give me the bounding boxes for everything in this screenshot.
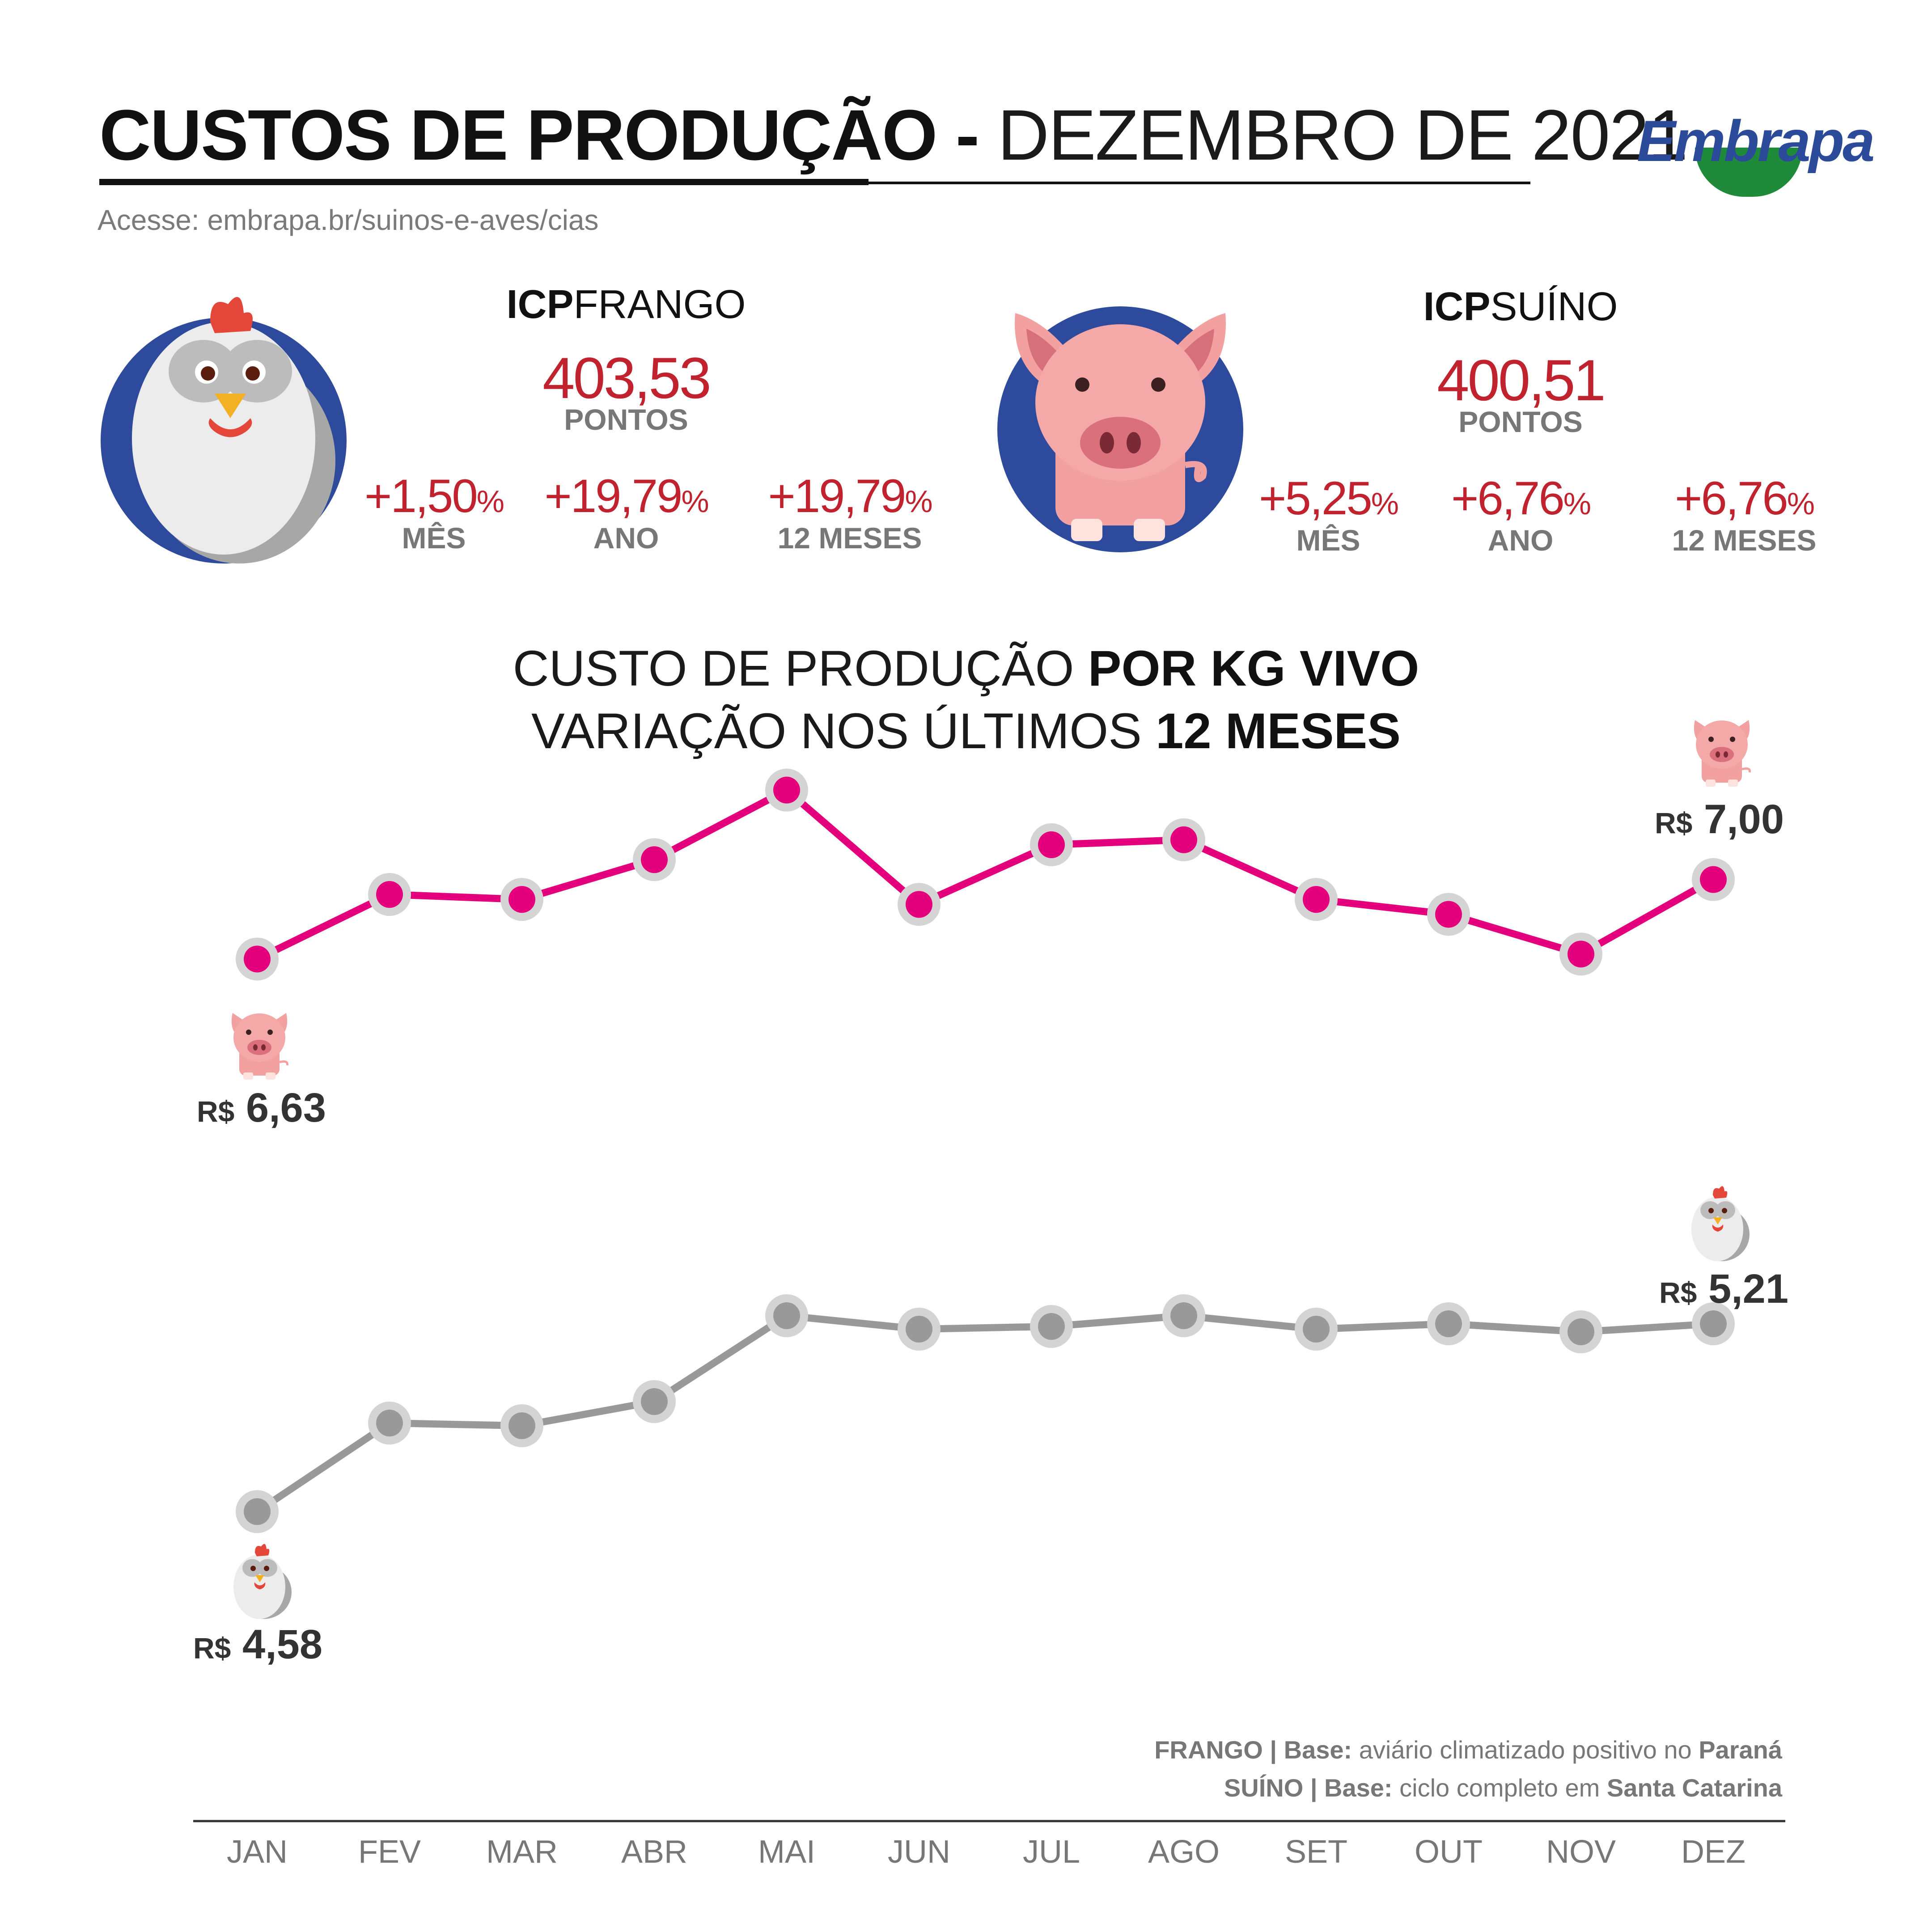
x-tick-mai: MAI xyxy=(758,1834,815,1870)
x-tick-fev: FEV xyxy=(358,1834,421,1870)
suino-ano-label: ANO xyxy=(1487,524,1554,557)
data-point-frango-fev[interactable] xyxy=(368,1402,411,1445)
icp-frango-title: ICPFRANGO xyxy=(506,282,746,327)
icp-frango-value: 403,53 xyxy=(542,345,712,411)
series-line-suino xyxy=(255,786,1715,962)
x-tick-jun: JUN xyxy=(888,1834,950,1870)
title-underline-thin xyxy=(869,182,1530,184)
data-point-frango-out[interactable] xyxy=(1427,1302,1470,1345)
footer-suino-base: SUÍNO | Base: ciclo completo em Santa Ca… xyxy=(1224,1774,1782,1802)
x-tick-set: SET xyxy=(1285,1834,1347,1870)
embrapa-logo: Embrapa xyxy=(1637,108,1875,174)
data-point-suino-mai[interactable] xyxy=(765,768,808,812)
title-light: DEZEMBRO DE 2021 xyxy=(997,95,1688,175)
data-point-suino-ago[interactable] xyxy=(1162,818,1205,861)
frango-mes-variation: +1,50% xyxy=(364,470,504,522)
footer-frango-base: FRANGO | Base: aviário climatizado posit… xyxy=(1154,1736,1782,1764)
chicken-end-icon xyxy=(1691,1186,1750,1261)
data-point-frango-mar[interactable] xyxy=(500,1404,543,1447)
pig-start-price: R$ 6,63 xyxy=(197,1085,326,1131)
title-underline xyxy=(99,179,869,185)
pig-icon xyxy=(997,306,1243,552)
data-point-suino-dez[interactable] xyxy=(1692,858,1735,901)
data-point-frango-nov[interactable] xyxy=(1559,1310,1602,1353)
title-bold: CUSTOS DE PRODUÇÃO - xyxy=(99,95,979,175)
frango-12meses-label: 12 MESES xyxy=(777,521,922,555)
data-point-suino-jan[interactable] xyxy=(236,937,279,981)
data-point-frango-jul[interactable] xyxy=(1030,1305,1073,1348)
x-tick-ago: AGO xyxy=(1148,1834,1220,1870)
data-point-frango-ago[interactable] xyxy=(1162,1294,1205,1337)
x-tick-nov: NOV xyxy=(1546,1834,1616,1870)
chart-title-line1: CUSTO DE PRODUÇÃO POR KG VIVO xyxy=(513,640,1419,696)
x-tick-mar: MAR xyxy=(486,1834,558,1870)
data-point-frango-abr[interactable] xyxy=(633,1380,676,1423)
data-point-frango-jan[interactable] xyxy=(236,1490,279,1533)
data-point-suino-fev[interactable] xyxy=(368,873,411,916)
chicken-start-icon xyxy=(233,1544,292,1619)
chart-title-line2: VARIAÇÃO NOS ÚLTIMOS 12 MESES xyxy=(531,703,1401,759)
frango-ano-variation: +19,79% xyxy=(544,470,709,522)
data-point-frango-mai[interactable] xyxy=(765,1294,808,1337)
data-point-frango-jun[interactable] xyxy=(898,1308,941,1351)
pig-end-price: R$ 7,00 xyxy=(1655,797,1784,842)
pig-end-icon xyxy=(1694,720,1750,787)
data-point-suino-abr[interactable] xyxy=(633,838,676,881)
suino-12meses-label: 12 MESES xyxy=(1672,524,1817,557)
data-point-suino-out[interactable] xyxy=(1427,893,1470,936)
chicken-end-price: R$ 5,21 xyxy=(1659,1266,1788,1312)
icp-suino-unit: PONTOS xyxy=(1458,405,1583,438)
x-tick-jan: JAN xyxy=(227,1834,288,1870)
data-point-frango-set[interactable] xyxy=(1295,1308,1338,1351)
page-title: CUSTOS DE PRODUÇÃO - DEZEMBRO DE 2021 xyxy=(99,94,1688,176)
suino-mes-label: MÊS xyxy=(1296,524,1360,557)
suino-ano-variation: +6,76% xyxy=(1451,472,1591,525)
pig-start-icon xyxy=(232,1013,288,1080)
data-point-suino-set[interactable] xyxy=(1295,878,1338,921)
data-point-suino-mar[interactable] xyxy=(500,878,543,921)
x-tick-out: OUT xyxy=(1415,1834,1483,1870)
x-tick-abr: ABR xyxy=(621,1834,687,1870)
icp-suino-value: 400,51 xyxy=(1437,347,1606,413)
subtitle-link[interactable]: Acesse: embrapa.br/suinos-e-aves/cias xyxy=(97,204,599,236)
x-tick-jul: JUL xyxy=(1023,1834,1080,1870)
suino-12meses-variation: +6,76% xyxy=(1675,472,1815,525)
x-tick-dez: DEZ xyxy=(1681,1834,1746,1870)
chicken-start-price: R$ 4,58 xyxy=(193,1622,322,1667)
icp-frango-unit: PONTOS xyxy=(564,403,688,436)
data-point-suino-nov[interactable] xyxy=(1559,932,1602,976)
data-point-frango-dez[interactable] xyxy=(1692,1302,1735,1345)
data-point-suino-jul[interactable] xyxy=(1030,823,1073,866)
series-line-frango xyxy=(255,1312,1714,1515)
suino-mes-variation: +5,25% xyxy=(1259,472,1399,525)
frango-mes-label: MÊS xyxy=(402,521,466,555)
frango-12meses-variation: +19,79% xyxy=(768,470,932,522)
data-point-suino-jun[interactable] xyxy=(898,883,941,926)
icp-suino-title: ICPSUÍNO xyxy=(1423,284,1618,329)
frango-ano-label: ANO xyxy=(593,521,659,555)
chicken-icon xyxy=(101,297,347,564)
